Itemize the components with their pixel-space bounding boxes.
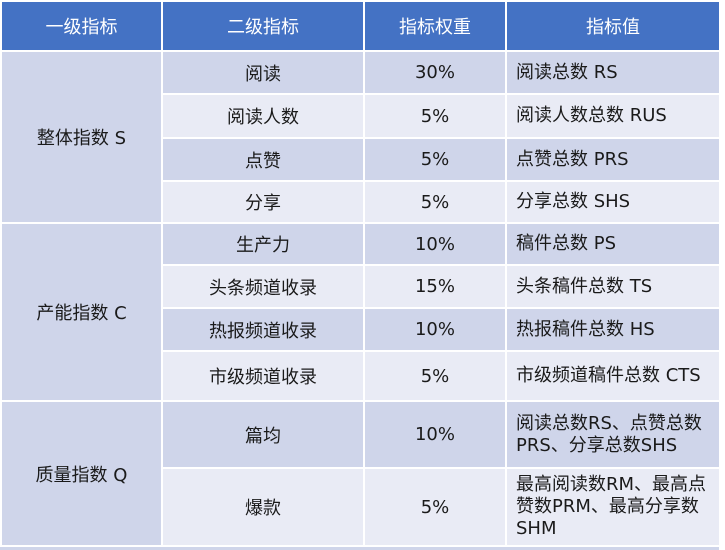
sub-indicator: 生产力 — [161, 222, 365, 266]
sub-indicator: 篇均 — [161, 400, 365, 469]
table-row: 市级频道收录 5% 市级频道稿件总数 CTS — [1, 350, 721, 402]
table-row: 头条频道收录 15% 头条稿件总数 TS — [1, 264, 721, 309]
indicator-value: 分享总数 SHS — [505, 180, 721, 224]
header-level2: 二级指标 — [161, 0, 365, 52]
table-row: 点赞 5% 点赞总数 PRS — [1, 137, 721, 182]
sub-indicator: 头条频道收录 — [161, 264, 365, 309]
indicator-value: 市级频道稿件总数 CTS — [505, 350, 721, 402]
weight: 5% — [363, 467, 507, 547]
table-row: 爆款 5% 最高阅读数RM、最高点赞数PRM、最高分享数SHM — [1, 467, 721, 547]
sub-indicator: 市级频道收录 — [161, 350, 365, 402]
weight: 10% — [363, 400, 507, 469]
header-row: 一级指标 二级指标 指标权重 指标值 — [0, 0, 721, 52]
weight: 10% — [363, 222, 507, 266]
header-value: 指标值 — [505, 0, 721, 52]
indicator-value: 点赞总数 PRS — [505, 137, 721, 182]
group-capacity-index: 产能指数 C — [0, 222, 163, 402]
sub-indicator: 点赞 — [161, 137, 365, 182]
header-level1: 一级指标 — [0, 0, 163, 52]
sub-indicator: 阅读 — [161, 50, 365, 95]
sub-indicator: 热报频道收录 — [161, 307, 365, 352]
indicator-value: 阅读总数 RS — [505, 50, 721, 95]
weight: 30% — [363, 50, 507, 95]
sub-indicator: 阅读人数 — [161, 93, 365, 139]
group-quality-index: 质量指数 Q — [0, 400, 163, 547]
weight: 5% — [363, 350, 507, 402]
table-row: 阅读人数 5% 阅读人数总数 RUS — [1, 93, 721, 139]
weight: 5% — [363, 93, 507, 139]
weight: 10% — [363, 307, 507, 352]
weight: 5% — [363, 180, 507, 224]
indicator-value: 热报稿件总数 HS — [505, 307, 721, 352]
sub-indicator: 分享 — [161, 180, 365, 224]
table-row: 分享 5% 分享总数 SHS — [1, 180, 721, 224]
indicator-value: 稿件总数 PS — [505, 222, 721, 266]
table-row: 整体指数 S 阅读 30% 阅读总数 RS — [0, 50, 721, 224]
indicator-value: 阅读总数RS、点赞总数PRS、分享总数SHS — [505, 400, 721, 469]
indicator-value: 阅读人数总数 RUS — [505, 93, 721, 139]
indicator-value: 最高阅读数RM、最高点赞数PRM、最高分享数SHM — [505, 467, 721, 547]
table-bottom-edge — [0, 547, 719, 550]
group-overall-index: 整体指数 S — [0, 50, 163, 224]
table-row: 质量指数 Q 篇均 10% 阅读总数RS、点赞总数PRS、分享总数SHS — [0, 400, 721, 547]
sub-indicator: 爆款 — [161, 467, 365, 547]
table-row: 热报频道收录 10% 热报稿件总数 HS — [1, 307, 721, 352]
weight: 5% — [363, 137, 507, 182]
header-weight: 指标权重 — [363, 0, 507, 52]
weight: 15% — [363, 264, 507, 309]
table-row: 产能指数 C 生产力 10% 稿件总数 PS — [0, 222, 721, 402]
indicator-value: 头条稿件总数 TS — [505, 264, 721, 309]
